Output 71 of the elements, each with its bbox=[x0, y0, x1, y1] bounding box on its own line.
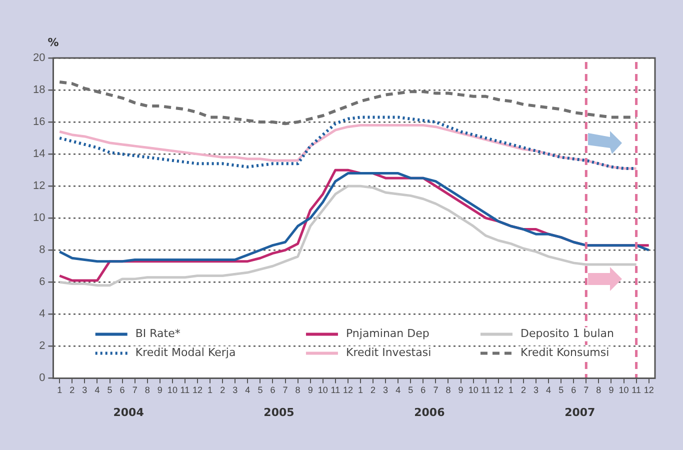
x-tick-label: 8 bbox=[144, 385, 150, 396]
x-tick-label: 12 bbox=[644, 385, 654, 396]
x-tick-label: 6 bbox=[420, 385, 426, 396]
x-tick-label: 3 bbox=[232, 385, 238, 396]
x-tick-label: 9 bbox=[308, 385, 313, 396]
x-tick-label: 7 bbox=[282, 385, 288, 396]
x-tick-label: 2 bbox=[70, 385, 75, 396]
x-tick-label: 5 bbox=[258, 385, 263, 396]
x-tick-label: 12 bbox=[342, 385, 353, 396]
y-tick-label: 2 bbox=[39, 340, 46, 352]
x-tick-label: 11 bbox=[330, 385, 340, 396]
x-tick-label: 3 bbox=[533, 385, 539, 396]
x-tick-label: 5 bbox=[408, 385, 414, 396]
y-tick-label: 12 bbox=[32, 180, 46, 192]
y-tick-label: 18 bbox=[32, 84, 46, 96]
x-tick-label: 7 bbox=[132, 385, 138, 396]
x-tick-label: 1 bbox=[57, 385, 62, 396]
x-tick-label: 3 bbox=[82, 385, 88, 396]
legend-label: Kredit Konsumsi bbox=[520, 346, 610, 360]
x-tick-label: 11 bbox=[632, 385, 641, 396]
x-tick-label: 9 bbox=[608, 385, 614, 396]
legend-label: Kredit Investasi bbox=[346, 346, 432, 360]
x-tick-label: 5 bbox=[107, 385, 112, 396]
x-tick-label: 11 bbox=[180, 385, 190, 396]
x-tick-label: 4 bbox=[245, 385, 250, 396]
text: 2005 bbox=[264, 406, 294, 420]
x-tick-label: 6 bbox=[120, 385, 125, 396]
y-tick-label: 16 bbox=[32, 116, 46, 128]
x-tick-label: 6 bbox=[270, 385, 276, 396]
y-tick-label: 14 bbox=[32, 148, 46, 160]
x-tick-label: 11 bbox=[481, 385, 491, 396]
x-tick-label: 3 bbox=[383, 385, 388, 396]
text: 2004 bbox=[113, 406, 144, 420]
x-tick-label: 10 bbox=[468, 385, 478, 396]
x-tick-label: 2 bbox=[520, 385, 526, 396]
x-tick-label: 8 bbox=[596, 385, 602, 396]
x-tick-label: 1 bbox=[358, 385, 363, 396]
text: 2007 bbox=[564, 406, 596, 420]
line-series bbox=[58, 80, 638, 126]
x-tick-label: 1 bbox=[208, 385, 213, 396]
legend-label: Pnjaminan Dep bbox=[346, 327, 430, 340]
x-tick-label: 6 bbox=[571, 385, 576, 396]
y-tick-label: 4 bbox=[39, 308, 46, 320]
y-tick-label: 10 bbox=[32, 212, 46, 224]
x-tick-label: 8 bbox=[295, 385, 300, 396]
x-tick-label: 9 bbox=[458, 385, 464, 396]
y-tick-label: 0 bbox=[39, 372, 46, 384]
y-tick-label: 6 bbox=[39, 276, 46, 288]
x-tick-label: 12 bbox=[493, 385, 504, 396]
legend-label: BI Rate* bbox=[135, 327, 181, 340]
y-tick-label: 8 bbox=[39, 244, 46, 256]
y-tick-label: 20 bbox=[32, 52, 46, 64]
x-tick-label: 1 bbox=[508, 385, 514, 396]
legend-label: Kredit Modal Kerja bbox=[135, 346, 236, 360]
x-tick-label: 10 bbox=[318, 385, 328, 396]
x-tick-label: 10 bbox=[167, 385, 178, 396]
x-tick-label: 4 bbox=[94, 385, 100, 396]
x-tick-label: 7 bbox=[433, 385, 438, 396]
x-tick-label: 9 bbox=[157, 385, 162, 396]
x-tick-label: 8 bbox=[446, 385, 451, 396]
y-axis-title: % bbox=[48, 36, 59, 49]
x-tick-label: 4 bbox=[396, 385, 401, 396]
x-tick-label: 12 bbox=[192, 385, 203, 396]
legend-label: Deposito 1 bulan bbox=[520, 327, 614, 340]
x-tick-label: 5 bbox=[558, 385, 564, 396]
text: 2006 bbox=[414, 406, 446, 420]
x-tick-label: 10 bbox=[618, 385, 629, 396]
x-tick-label: 2 bbox=[370, 385, 376, 396]
x-tick-label: 4 bbox=[546, 385, 552, 396]
x-tick-label: 2 bbox=[220, 385, 226, 396]
x-tick-label: 7 bbox=[584, 385, 589, 396]
